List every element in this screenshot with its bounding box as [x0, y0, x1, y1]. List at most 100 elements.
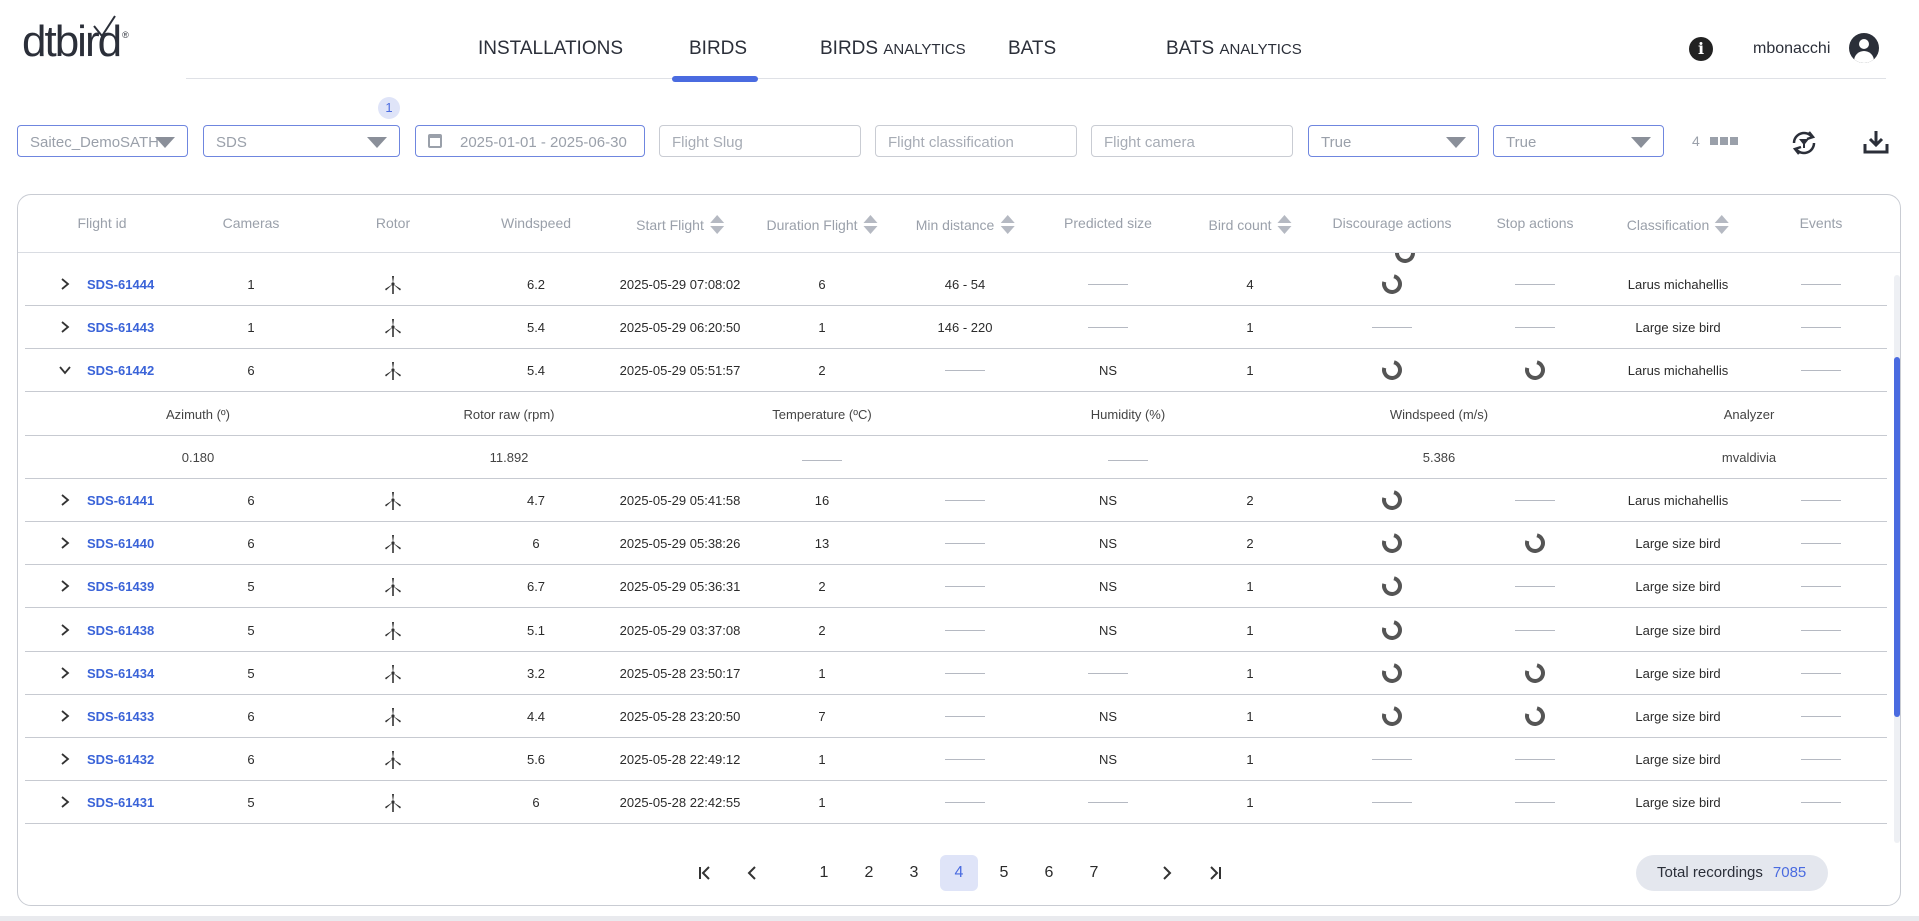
header-classification[interactable]: Classification: [1627, 215, 1730, 234]
discourage-ring-icon[interactable]: [1378, 356, 1406, 385]
header-flight-id[interactable]: Flight id: [77, 215, 127, 231]
sort-icon[interactable]: [1715, 215, 1730, 234]
flight-id-link[interactable]: SDS-61441: [87, 493, 155, 508]
flight-camera-filter[interactable]: [1091, 125, 1293, 157]
nav-installations[interactable]: INSTALLATIONS: [478, 38, 623, 59]
username[interactable]: mbonacchi: [1753, 40, 1831, 57]
chevron-right-icon[interactable]: [59, 623, 71, 636]
project-select[interactable]: SDS: [203, 125, 400, 157]
next-page-button[interactable]: [1149, 855, 1185, 891]
sort-icon[interactable]: [1277, 215, 1292, 234]
stop-ring-icon[interactable]: [1521, 659, 1549, 687]
flight-id-link[interactable]: SDS-61432: [87, 752, 155, 768]
user-avatar-icon[interactable]: [1849, 33, 1879, 63]
chevron-right-icon[interactable]: [59, 796, 71, 809]
header-events[interactable]: Events: [1799, 215, 1843, 231]
flight-id-link[interactable]: SDS-61434: [87, 665, 155, 681]
stop-ring-icon[interactable]: [1521, 356, 1549, 385]
page-3[interactable]: 3: [909, 864, 919, 881]
boolean-filter-2[interactable]: True: [1493, 125, 1664, 157]
date-range-picker[interactable]: 2025-01-01 - 2025-06-30: [415, 125, 645, 157]
table-row[interactable]: SDS-61431 5 6 2025-05-28 22:42:55 1 1 Large si…: [25, 781, 1887, 825]
header-duration-flight[interactable]: Duration Flight: [766, 215, 878, 234]
table-row[interactable]: SDS-61432 6 5.6 2025-05-28 22:49:12 1 NS 1 Larg…: [25, 738, 1887, 782]
header-min-distance[interactable]: Min distance: [916, 215, 1015, 234]
flight-id-link[interactable]: SDS-61444: [87, 277, 155, 292]
flight-camera-input[interactable]: [1104, 134, 1280, 151]
table-row[interactable]: SDS-61443 1 5.4 2025-05-29 06:20:50 1 146 - 2…: [25, 306, 1887, 350]
sort-icon[interactable]: [709, 215, 724, 234]
flight-id-link[interactable]: SDS-61438: [87, 622, 155, 638]
table-row[interactable]: SDS-61444 1 6.2 2025-05-29 07:08:02 6 46 - 54…: [25, 263, 1887, 306]
nav-birds-analytics[interactable]: BIRDS ANALYTICS: [820, 38, 966, 59]
flight-slug-filter[interactable]: [659, 125, 861, 157]
flight-slug-input[interactable]: [672, 134, 848, 151]
discourage-ring-icon[interactable]: [1378, 529, 1406, 557]
stop-ring-icon[interactable]: [1521, 702, 1549, 730]
page-4-current[interactable]: 4: [940, 855, 978, 891]
reset-filters-icon[interactable]: [1789, 128, 1819, 158]
site-select[interactable]: Saitec_DemoSATH: [17, 125, 188, 157]
stop-ring-icon[interactable]: [1521, 529, 1549, 557]
scrollbar-thumb[interactable]: [1894, 357, 1900, 717]
header-predicted-size[interactable]: Predicted size: [1064, 215, 1152, 231]
chevron-right-icon[interactable]: [59, 321, 71, 333]
header-windspeed[interactable]: Windspeed: [500, 215, 572, 231]
page-5[interactable]: 5: [999, 864, 1009, 881]
boolean-filter-1[interactable]: True: [1308, 125, 1479, 157]
dtbird-logo[interactable]: dtbird ®: [22, 15, 129, 64]
flight-id-link[interactable]: SDS-61439: [87, 579, 155, 595]
chevron-right-icon[interactable]: [59, 537, 71, 549]
first-page-button[interactable]: [687, 855, 723, 891]
chevron-down-icon[interactable]: [59, 364, 71, 376]
table-row[interactable]: SDS-61434 5 3.2 2025-05-28 23:50:17 1 1 Large …: [25, 652, 1887, 695]
header-stop-actions[interactable]: Stop actions: [1496, 215, 1574, 231]
flight-classification-input[interactable]: [888, 134, 1064, 151]
discourage-ring-icon[interactable]: [1378, 659, 1406, 687]
discourage-ring-icon[interactable]: [1378, 615, 1406, 644]
discourage-ring-icon[interactable]: [1378, 270, 1406, 298]
header-start-flight[interactable]: Start Flight: [636, 215, 724, 234]
page-6[interactable]: 6: [1044, 864, 1054, 881]
download-icon[interactable]: [1862, 128, 1890, 156]
flight-id-link[interactable]: SDS-61443: [87, 320, 155, 336]
header-discourage-actions[interactable]: Discourage actions: [1332, 215, 1452, 231]
chevron-right-icon[interactable]: [59, 278, 71, 290]
nav-bats-analytics[interactable]: BATS ANALYTICS: [1166, 38, 1302, 59]
nav-bats[interactable]: BATS: [1008, 38, 1057, 59]
flight-id-link[interactable]: SDS-61442: [87, 363, 155, 379]
table-row[interactable]: SDS-61441 6 4.7 2025-05-29 05:41:58 16 NS 2 Lar…: [25, 479, 1887, 522]
chevron-right-icon[interactable]: [59, 667, 71, 679]
table-row[interactable]: SDS-61438 5 5.1 2025-05-29 03:37:08 2 NS 1 Larg…: [25, 609, 1887, 652]
chevron-right-icon[interactable]: [59, 580, 71, 593]
header-rotor[interactable]: Rotor: [375, 215, 411, 231]
flight-id-link[interactable]: SDS-61433: [87, 709, 155, 724]
table-row[interactable]: SDS-61442 6 5.4 2025-05-29 05:51:57 2 NS 1 Laru…: [25, 349, 1887, 393]
table-row[interactable]: SDS-61440 6 6 2025-05-29 05:38:26 13 NS 2 Large…: [25, 522, 1887, 566]
table-scrollbar[interactable]: [1894, 275, 1900, 843]
flight-classification-filter[interactable]: [875, 125, 1077, 157]
chevron-right-icon[interactable]: [59, 494, 71, 506]
column-selector[interactable]: 4: [1692, 133, 1738, 149]
table-row[interactable]: SDS-61433 6 4.4 2025-05-28 23:20:50 7 NS 1 Larg…: [25, 695, 1887, 738]
page-2[interactable]: 2: [864, 864, 874, 881]
sort-icon[interactable]: [1000, 215, 1015, 234]
info-icon[interactable]: i: [1689, 37, 1713, 61]
nav-birds[interactable]: BIRDS: [689, 38, 748, 59]
chevron-right-icon[interactable]: [59, 753, 71, 765]
discourage-ring-icon[interactable]: [1378, 572, 1406, 601]
sort-icon[interactable]: [863, 215, 878, 234]
discourage-ring-icon[interactable]: [1378, 702, 1406, 730]
last-page-button[interactable]: [1197, 855, 1233, 891]
predicted-size-value: NS: [1098, 363, 1118, 379]
header-cameras[interactable]: Cameras: [222, 215, 280, 231]
flight-id-link[interactable]: SDS-61431: [87, 795, 155, 811]
prev-page-button[interactable]: [734, 855, 770, 891]
chevron-right-icon[interactable]: [59, 710, 71, 722]
header-bird-count[interactable]: Bird count: [1208, 215, 1292, 234]
page-1[interactable]: 1: [819, 864, 829, 881]
discourage-ring-icon[interactable]: [1378, 486, 1406, 514]
flight-id-link[interactable]: SDS-61440: [87, 536, 155, 552]
table-row[interactable]: SDS-61439 5 6.7 2025-05-29 05:36:31 2 NS 1 Larg…: [25, 565, 1887, 609]
page-7[interactable]: 7: [1089, 864, 1099, 881]
